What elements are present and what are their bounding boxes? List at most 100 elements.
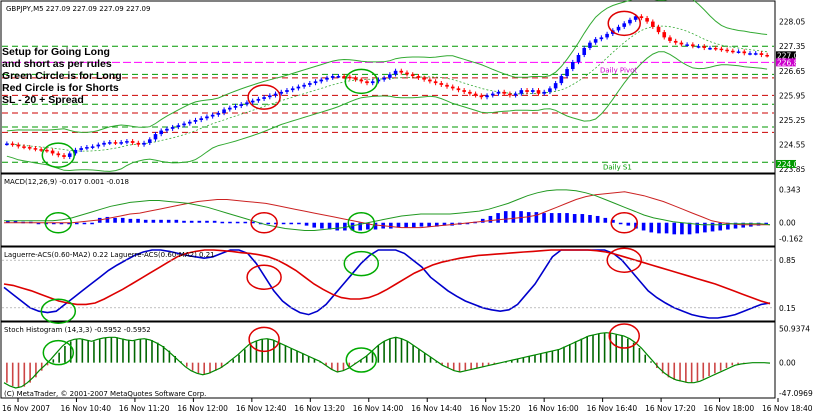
macd-bar-65: [503, 211, 508, 223]
macd-bar-53: [412, 222, 416, 228]
macd-bar-90: [695, 222, 700, 234]
macd-panel-frame: [0, 173, 776, 247]
candle-body-13: [79, 148, 83, 150]
annotation-line-4: Red Circle is for Shorts: [2, 82, 119, 94]
stoch-line: [3, 332, 771, 389]
macd-bar-37: [289, 222, 294, 225]
macd-bar-68: [526, 212, 531, 223]
candle-body-38: [222, 109, 226, 113]
candle-body-25: [147, 139, 152, 143]
macd-bar-62: [480, 218, 485, 223]
x-tick-label-3: 16 Nov 12:00: [177, 404, 228, 413]
candle-body-82: [473, 93, 478, 96]
candle-body-28: [165, 128, 169, 131]
candle-body-46: [268, 95, 272, 98]
long-0-laguerre-circle: [40, 298, 77, 324]
candle-body-112: [645, 18, 649, 22]
candle-body-72: [416, 76, 421, 78]
candle-body-113: [651, 21, 655, 27]
macd-bar-93: [718, 222, 723, 231]
macd-bar-81: [626, 222, 631, 226]
candle-body-9: [56, 153, 61, 156]
candle-body-54: [313, 81, 318, 84]
candle-body-30: [176, 125, 181, 128]
macd-bar-10: [82, 222, 87, 225]
short-1-stoch-circle: [608, 323, 640, 349]
long-1-macd-circle: [347, 211, 376, 234]
candle-body-50: [290, 88, 295, 91]
candle-body-96: [553, 83, 558, 89]
macd-panel-label: MACD(12,26,9) -0.017 0.001 -0.018: [4, 178, 129, 186]
candle-body-24: [142, 142, 146, 145]
laguerre-line-0: [3, 249, 771, 319]
x-tick-label-13: 16 Nov 18:40: [762, 404, 813, 413]
macd-bar-17: [136, 218, 140, 223]
macd-bar-95: [733, 222, 738, 229]
candle-body-53: [308, 83, 312, 85]
candle-body-32: [187, 121, 192, 124]
candle-body-33: [193, 120, 198, 122]
daily-pivot-label: Daily Pivot: [600, 66, 637, 74]
annotation-line-2: and short as per rules: [2, 58, 112, 70]
macd-bar-13: [105, 216, 110, 223]
candle-body-0: [5, 143, 9, 146]
candle-body-84: [485, 95, 489, 98]
price-candles: [5, 14, 769, 160]
candle-body-108: [622, 23, 627, 27]
x-tick-label-11: 16 Nov 17:20: [645, 404, 696, 413]
candle-body-43: [250, 100, 255, 103]
macd-signal-line: [4, 191, 770, 229]
macd-bar-48: [373, 222, 378, 230]
stoch-tick-1: 0.00: [779, 359, 796, 368]
candle-body-56: [325, 77, 329, 80]
macd-main-line: [4, 189, 771, 231]
macd-bar-23: [182, 220, 186, 223]
candle-body-18: [107, 142, 112, 144]
macd-bar-80: [618, 222, 623, 225]
copyright-text: (C) MetaTrader, © 2001-2007 MetaQuotes S…: [4, 390, 206, 398]
candle-body-44: [256, 98, 261, 101]
candle-body-55: [319, 79, 324, 82]
macd-bar-72: [557, 213, 562, 223]
candle-body-65: [376, 79, 381, 82]
candle-body-94: [542, 91, 547, 94]
macd-bar-52: [404, 222, 408, 228]
candle-body-103: [593, 39, 598, 43]
candle-body-100: [576, 54, 581, 63]
annotation-line-3: Green Circle is for Long: [2, 70, 122, 82]
x-tick-label-9: 16 Nov 16:00: [528, 404, 579, 413]
candle-body-39: [227, 107, 232, 110]
candle-body-78: [450, 86, 455, 89]
candle-body-104: [599, 37, 604, 40]
candle-body-64: [370, 81, 375, 84]
candle-body-85: [490, 93, 495, 96]
candle-body-3: [22, 146, 26, 148]
macd-tick-0: 0.343: [779, 186, 801, 195]
macd-bar-47: [366, 222, 370, 230]
macd-bar-15: [120, 217, 125, 223]
macd-bar-1: [13, 220, 18, 223]
candle-body-129: [742, 51, 747, 54]
candle-body-68: [393, 70, 398, 75]
candle-body-123: [708, 47, 712, 50]
candle-body-1: [10, 143, 15, 146]
macd-tick-1: 0.00: [779, 219, 796, 228]
candle-body-20: [119, 142, 123, 144]
s1-price-box: [776, 159, 796, 168]
candle-body-4: [27, 147, 32, 149]
macd-bar-9: [74, 222, 79, 225]
candle-body-49: [285, 90, 289, 92]
price-tick-2: 226.65: [779, 67, 805, 76]
candle-body-2: [16, 144, 21, 147]
macd-bar-70: [542, 213, 546, 223]
candle-body-124: [713, 47, 718, 50]
current-price-label: 227.09: [777, 51, 803, 60]
macd-bar-21: [166, 219, 171, 223]
x-tick-label-0: 16 Nov 2007: [2, 404, 50, 413]
macd-bar-11: [90, 222, 94, 225]
candle-body-133: [765, 54, 769, 57]
candle-body-40: [233, 105, 238, 108]
candle-body-41: [239, 104, 244, 106]
candle-body-12: [73, 149, 78, 154]
